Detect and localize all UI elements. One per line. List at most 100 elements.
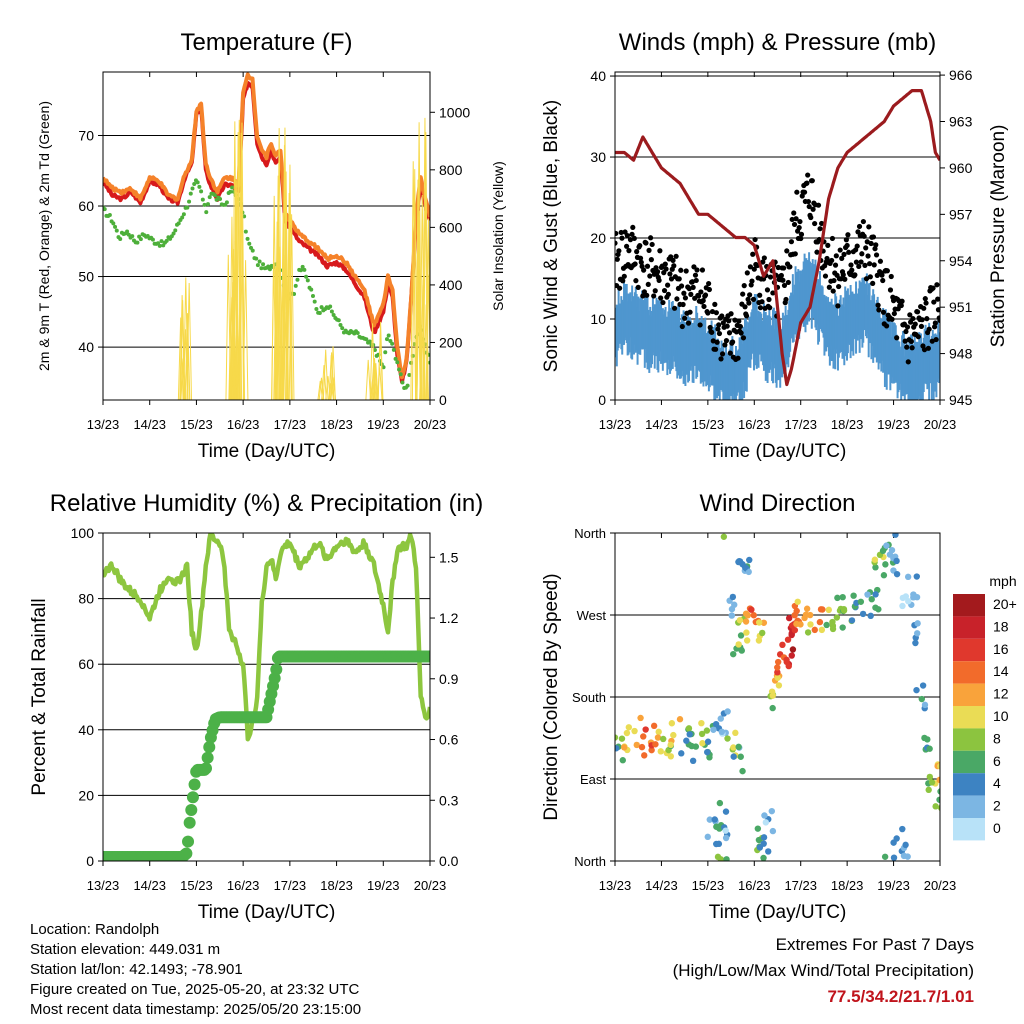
direction-point (729, 593, 737, 601)
series-point-1 (830, 288, 836, 294)
direction-point (652, 741, 659, 748)
x-tick-label: 20/23 (414, 878, 447, 893)
series-point-1 (716, 330, 723, 337)
series-point-1 (633, 278, 639, 284)
direction-point (867, 612, 874, 620)
direction-point (759, 629, 766, 637)
series-point-1 (880, 309, 887, 315)
y2-axis-label: Solar Insolation (Yellow) (490, 161, 506, 311)
series-point-1 (884, 323, 890, 329)
series-point-1 (841, 251, 847, 257)
series-point-2 (331, 313, 336, 318)
direction-point (880, 572, 888, 579)
solar-spike (410, 161, 417, 400)
series-point-1 (747, 292, 753, 298)
x-tick-label: 19/23 (877, 878, 910, 893)
direction-point (762, 819, 770, 826)
series-point-1 (933, 336, 939, 343)
series-point-1 (707, 324, 713, 331)
solar-spike (416, 122, 422, 400)
direction-point (774, 674, 781, 681)
solar-spike (239, 238, 246, 400)
series-point-1 (630, 224, 636, 231)
series-point-1 (644, 263, 651, 269)
extremes-title: Extremes For Past 7 Days (775, 935, 974, 954)
series-point-2 (185, 205, 190, 210)
y-tick-label: South (572, 690, 606, 705)
series-point-1 (789, 216, 795, 223)
direction-point (818, 626, 826, 634)
series-point-2 (247, 241, 252, 246)
series-point-1 (805, 198, 812, 205)
series-point-1 (934, 282, 940, 288)
series-point-2 (195, 180, 200, 185)
series-point-1 (683, 268, 689, 274)
series-point-1 (796, 225, 802, 231)
direction-point (803, 605, 811, 612)
direction-point (789, 646, 797, 653)
legend-swatch (953, 594, 985, 617)
direction-point (882, 561, 889, 568)
direction-point (839, 593, 846, 601)
precip-point (180, 847, 193, 860)
series-point-1 (665, 291, 671, 297)
extremes-values: 77.5/34.2/21.7/1.01 (827, 987, 974, 1006)
plot-area (615, 88, 940, 400)
direction-point (774, 664, 781, 671)
series-point-1 (692, 272, 699, 278)
series-point-2 (317, 311, 322, 316)
legend-swatch (953, 638, 985, 662)
series-point-1 (673, 253, 679, 259)
series-point-1 (687, 309, 693, 315)
series-point-1 (741, 283, 747, 289)
direction-point (730, 650, 737, 658)
direction-point (840, 607, 848, 614)
direction-point (769, 692, 776, 699)
series-point-1 (667, 271, 673, 277)
x-tick-label: 16/23 (227, 878, 260, 893)
x-tick-label: 17/23 (784, 878, 817, 893)
series-point-1 (859, 251, 865, 257)
direction-point (659, 735, 667, 743)
series-point-2 (159, 239, 164, 244)
legend-label: 2 (993, 798, 1001, 814)
x-tick-label: 18/23 (320, 417, 353, 432)
series-point-1 (923, 300, 929, 306)
direction-point (936, 776, 940, 784)
series-point-1 (835, 303, 841, 309)
series-point-1 (793, 216, 799, 222)
series-point-1 (629, 231, 635, 237)
series-point-2 (384, 337, 389, 342)
direction-point (730, 744, 737, 751)
series-point-2 (150, 237, 155, 242)
solar-spike (318, 377, 325, 400)
x-axis-label: Time (Day/UTC) (709, 441, 847, 462)
direction-point (883, 542, 890, 549)
series-point-1 (702, 292, 709, 298)
series-point-1 (877, 258, 884, 264)
series-point-1 (907, 312, 913, 318)
legend-label: 10 (993, 708, 1009, 724)
direction-point (637, 714, 644, 722)
direction-point (904, 573, 912, 581)
series-line-0 (103, 80, 430, 384)
station-elevation: Station elevation: 449.031 m (30, 941, 221, 958)
series-point-1 (626, 248, 632, 254)
series-point-1 (842, 276, 848, 282)
y-tick-label: 80 (78, 591, 94, 607)
series-point-1 (931, 299, 937, 305)
y2-tick-label: 957 (949, 206, 973, 222)
direction-point (689, 757, 697, 765)
direction-point (829, 625, 837, 633)
direction-point (716, 799, 724, 807)
series-point-1 (816, 236, 822, 243)
direction-point (735, 641, 742, 648)
series-point-1 (794, 189, 800, 195)
direction-point (802, 611, 810, 618)
plot-frame (614, 532, 941, 862)
series-line-2 (615, 88, 940, 387)
y2-tick-label: 951 (949, 299, 973, 315)
series-point-2 (135, 240, 140, 245)
direction-point (640, 733, 647, 740)
